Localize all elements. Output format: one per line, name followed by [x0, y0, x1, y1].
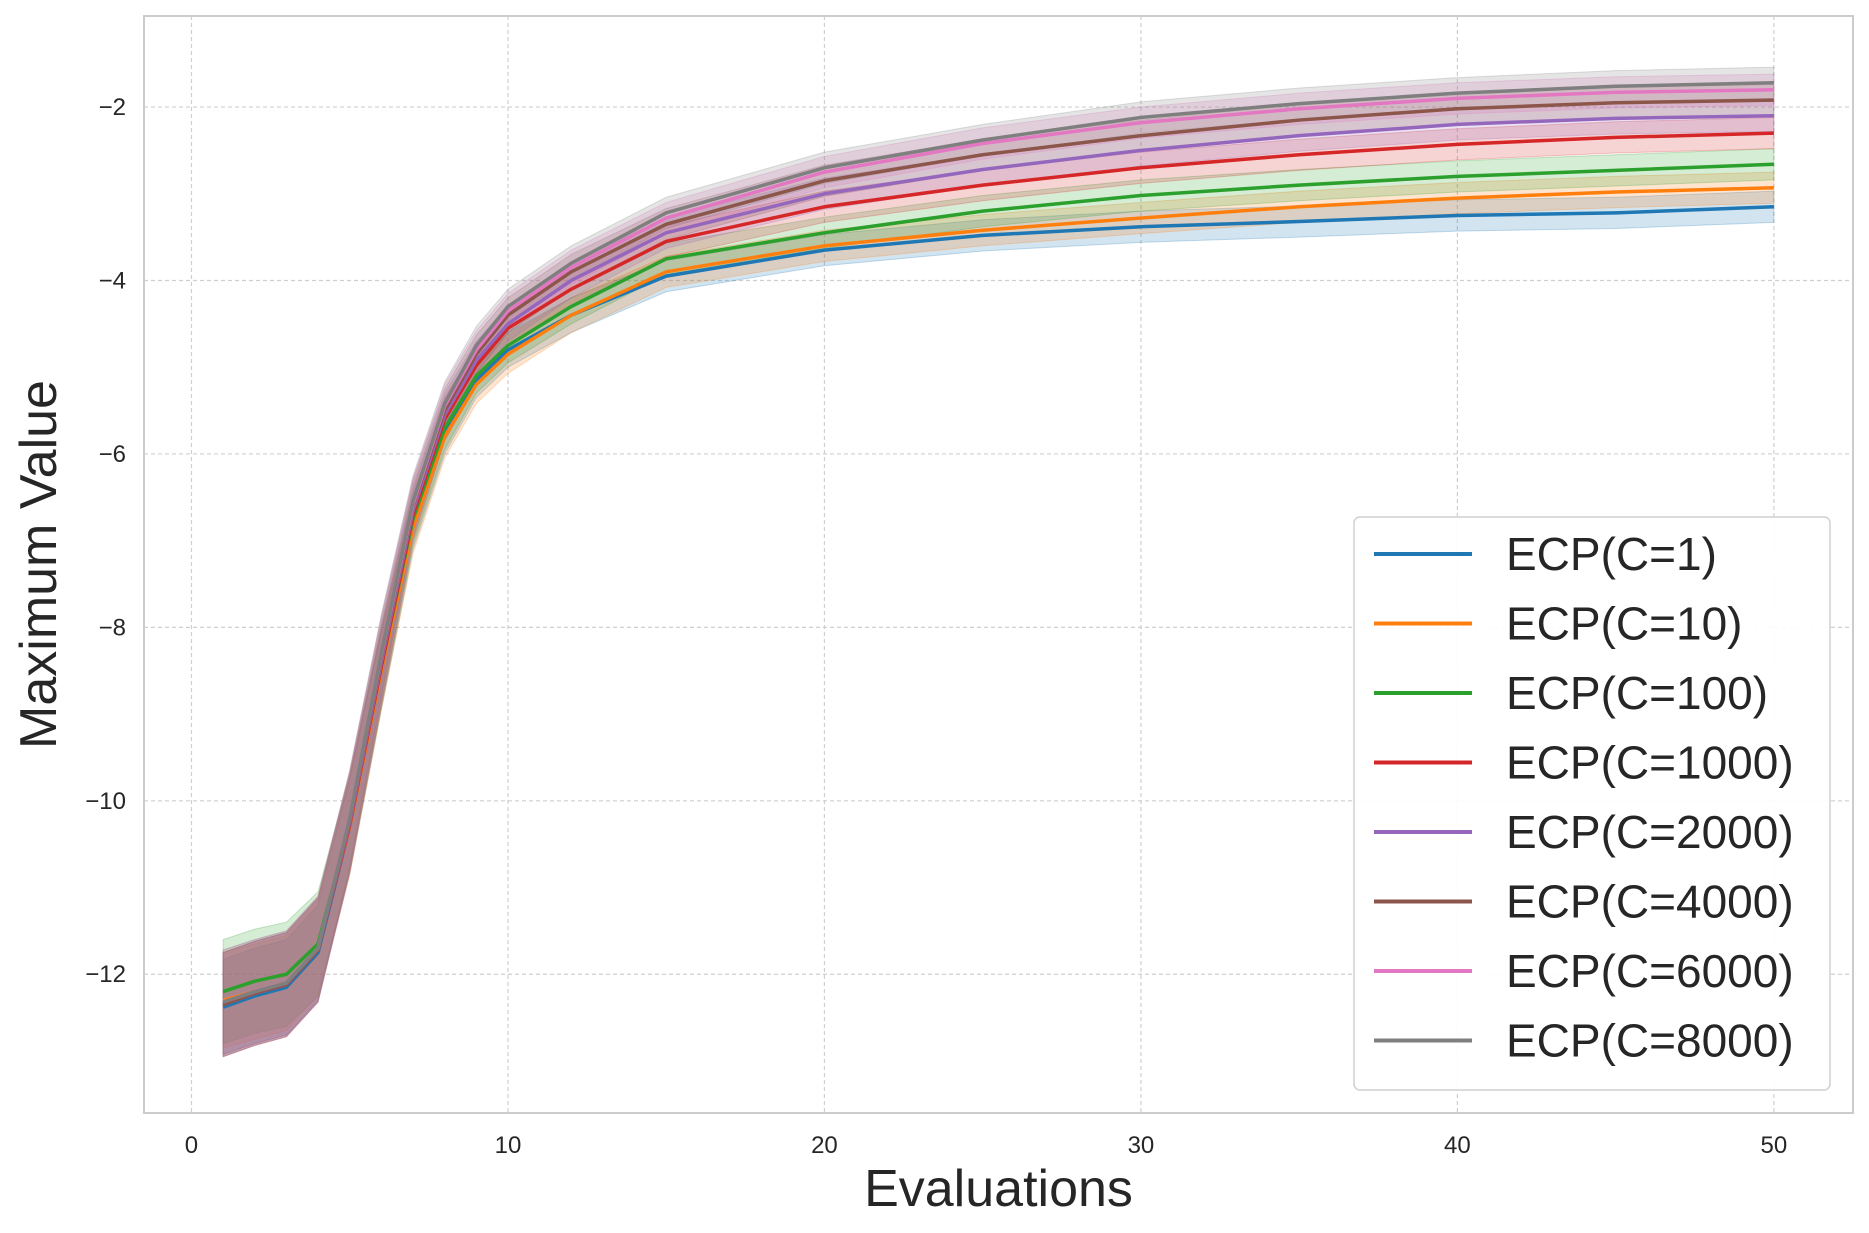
legend-label: ECP(C=4000)	[1506, 876, 1794, 928]
legend-label: ECP(C=6000)	[1506, 945, 1794, 997]
confidence-band	[222, 66, 1775, 1055]
x-tick-label: 40	[1444, 1132, 1471, 1159]
plot-frame	[143, 15, 1854, 1114]
x-tick-label: 30	[1128, 1132, 1155, 1159]
x-tick-label: 10	[495, 1132, 522, 1159]
y-tick-label: −10	[85, 788, 126, 815]
series-line	[222, 81, 1774, 1004]
legend-label: ECP(C=100)	[1506, 667, 1768, 719]
legend-label: ECP(C=1)	[1506, 528, 1717, 580]
legend-label: ECP(C=2000)	[1506, 806, 1794, 858]
series-line	[222, 205, 1774, 1009]
legend: ECP(C=1) ECP(C=10) ECP(C=100) ECP(C=1000) EC…	[1353, 516, 1831, 1091]
y-axis-title: Maximum Value	[10, 380, 68, 749]
x-tick-labels: 0 10 20 30 40 50	[185, 1132, 1787, 1159]
x-tick-label: 20	[811, 1132, 838, 1159]
legend-label: ECP(C=1000)	[1506, 737, 1794, 789]
confidence-band	[222, 99, 1775, 1058]
x-tick-label: 50	[1761, 1132, 1788, 1159]
legend-label: ECP(C=10)	[1506, 598, 1742, 650]
y-tick-label: −2	[99, 94, 126, 121]
y-tick-label: −8	[99, 614, 126, 641]
legend-box	[1353, 516, 1831, 1091]
y-tick-labels: −2 −4 −6 −8 −10 −12	[85, 94, 126, 988]
confidence-band	[222, 84, 1775, 1058]
confidence-band	[222, 73, 1775, 1055]
y-tick-label: −4	[99, 267, 126, 294]
legend-label: ECP(C=8000)	[1506, 1015, 1794, 1067]
series-lines	[222, 81, 1774, 1009]
y-tick-label: −12	[85, 961, 126, 988]
y-tick-label: −6	[99, 441, 126, 468]
x-axis-title: Evaluations	[864, 1160, 1133, 1218]
x-tick-label: 0	[185, 1132, 198, 1159]
confidence-band	[222, 116, 1775, 1058]
